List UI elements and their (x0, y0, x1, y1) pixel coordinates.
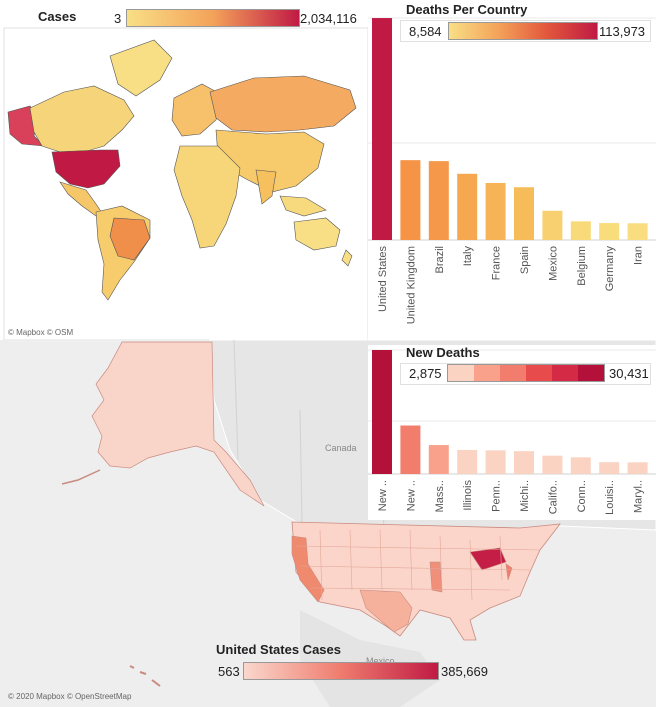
southeast-asia-region (279, 195, 327, 217)
bar-belgium[interactable] (570, 221, 591, 240)
new-jersey-state (505, 563, 513, 581)
usa-region (51, 149, 121, 189)
us-map-credit: © 2020 Mapbox © OpenStreetMap (8, 692, 132, 701)
deaths-legend-gradient[interactable] (448, 22, 598, 40)
x-tick-label: Belgium (576, 246, 588, 286)
new-deaths-legend-max: 30,431 (609, 366, 649, 381)
bar-spain[interactable] (514, 187, 534, 240)
us-legend-gradient[interactable] (243, 662, 439, 680)
deaths-legend-title: Deaths Per Country (406, 2, 528, 17)
canada-label: Canada (325, 443, 357, 453)
state-grid (295, 529, 541, 601)
russia-region (209, 75, 357, 133)
x-tick-label: Mass.. (434, 480, 446, 512)
world-legend-max: 2,034,116 (300, 11, 357, 26)
x-tick-label: Penn.. (491, 480, 503, 512)
illinois-state (429, 561, 443, 593)
x-tick-label: Illinois (462, 480, 474, 511)
texas-state (359, 589, 413, 633)
new-deaths-legend-min: 2,875 (409, 366, 442, 381)
new-deaths-legend-steps[interactable] (447, 364, 605, 382)
x-tick-label: Brazil (434, 246, 446, 274)
bar-michi[interactable] (514, 451, 534, 474)
new-deaths-bar-chart[interactable]: New .. New .. Mass.. Illinois Penn.. Michi.. C… (368, 345, 656, 520)
x-tick-label: New .. (405, 480, 417, 511)
africa-region (173, 145, 241, 249)
x-tick-label: France (491, 246, 503, 280)
new-deaths-legend-step (448, 365, 474, 381)
bar-maryl[interactable] (627, 462, 648, 474)
x-tick-label: Spain (519, 246, 531, 274)
world-map[interactable] (3, 0, 369, 341)
bar-iran[interactable] (627, 223, 648, 240)
us-legend-max: 385,669 (441, 664, 488, 679)
world-map-title: Cases (38, 9, 77, 24)
india-region (255, 169, 277, 205)
bar-penn[interactable] (485, 450, 506, 474)
deaths-chart-panel: United States United Kingdom Brazil Italy Fr… (368, 0, 656, 340)
x-tick-label: Mexico (547, 246, 559, 281)
aleutian-islands (61, 469, 101, 485)
new-deaths-chart-panel: New .. New .. Mass.. Illinois Penn.. Michi.. C… (368, 345, 656, 520)
bar-new[interactable] (400, 425, 421, 474)
canada-region (29, 85, 135, 153)
bar-mass[interactable] (428, 445, 449, 474)
deaths-bar-chart[interactable]: United States United Kingdom Brazil Italy Fr… (368, 0, 656, 340)
us-map-title: United States Cases (216, 642, 341, 657)
x-tick-label: Maryl.. (633, 480, 645, 513)
world-map-panel: Cases 3 2,034,116 © Mapbox © OSM (3, 0, 369, 341)
bar-italy[interactable] (457, 173, 478, 240)
bar-united-states[interactable] (372, 18, 392, 240)
x-tick-label: United Kingdom (405, 246, 417, 324)
bar-united-kingdom[interactable] (400, 160, 421, 240)
australia-region (293, 217, 341, 251)
bar-germany[interactable] (599, 223, 620, 240)
bar-califo[interactable] (542, 455, 563, 474)
new-deaths-legend-title: New Deaths (406, 345, 480, 360)
deaths-legend-min: 8,584 (409, 24, 442, 39)
brazil-region (109, 217, 151, 261)
alaska-shape (91, 341, 265, 507)
deaths-legend-max: 113,973 (599, 24, 646, 39)
world-legend-gradient[interactable] (126, 9, 300, 27)
world-map-credit: © Mapbox © OSM (8, 328, 74, 337)
california-state (291, 535, 325, 603)
bar-illinois[interactable] (457, 449, 478, 474)
new-deaths-legend-step (552, 365, 578, 381)
x-tick-label: Iran (633, 246, 645, 265)
x-tick-label: Louisi.. (604, 480, 616, 515)
bar-louisi[interactable] (599, 462, 620, 474)
bar-mexico[interactable] (542, 210, 563, 240)
world-legend-min: 3 (114, 11, 122, 26)
hawaii-islands (129, 665, 161, 687)
x-tick-label: Conn.. (576, 480, 588, 512)
new-zealand-region (341, 249, 353, 267)
x-tick-label: United States (377, 246, 389, 313)
new-deaths-legend-step (474, 365, 500, 381)
x-tick-label: Germany (604, 246, 616, 292)
x-tick-label: Califo.. (547, 480, 559, 514)
bar-conn[interactable] (570, 457, 591, 474)
new-deaths-legend-step (526, 365, 552, 381)
mexico-land (300, 610, 440, 707)
x-tick-label: Michi.. (519, 480, 531, 512)
bar-france[interactable] (485, 182, 506, 240)
us-legend-min: 563 (218, 664, 240, 679)
new-deaths-legend-step (500, 365, 526, 381)
greenland-region (109, 39, 173, 97)
bar-brazil[interactable] (428, 161, 449, 240)
mexico-label: Mexico (366, 656, 395, 666)
x-tick-label: New .. (377, 480, 389, 511)
x-tick-label: Italy (462, 246, 474, 267)
new-deaths-legend-step (578, 365, 604, 381)
bar-new[interactable] (372, 350, 392, 474)
